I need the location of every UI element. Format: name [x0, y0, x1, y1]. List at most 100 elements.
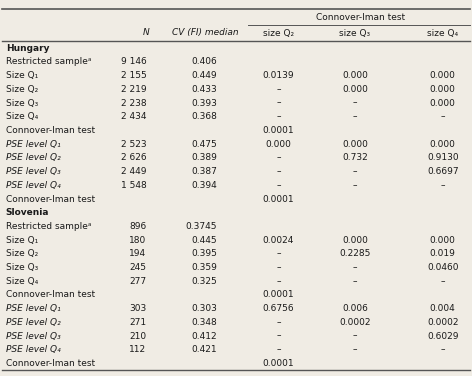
Text: PSE level Q₁: PSE level Q₁ — [6, 139, 60, 149]
Text: –: – — [276, 345, 281, 354]
Text: 0.0460: 0.0460 — [427, 263, 458, 272]
Text: 0.387: 0.387 — [191, 167, 217, 176]
Text: PSE level Q₄: PSE level Q₄ — [6, 181, 60, 190]
Text: –: – — [353, 345, 357, 354]
Text: Restricted sampleᵃ: Restricted sampleᵃ — [6, 222, 91, 231]
Text: Hungary: Hungary — [6, 44, 49, 53]
Text: 0.0001: 0.0001 — [262, 291, 295, 299]
Text: Connover-Iman test: Connover-Iman test — [6, 126, 95, 135]
Text: 0.0001: 0.0001 — [262, 194, 295, 203]
Text: Size Q₂: Size Q₂ — [6, 249, 38, 258]
Text: 0.000: 0.000 — [342, 236, 368, 245]
Text: PSE level Q₂: PSE level Q₂ — [6, 153, 60, 162]
Text: 194: 194 — [129, 249, 146, 258]
Text: Slovenia: Slovenia — [6, 208, 49, 217]
Text: PSE level Q₁: PSE level Q₁ — [6, 304, 60, 313]
Text: 303: 303 — [129, 304, 146, 313]
Text: 0.000: 0.000 — [430, 236, 455, 245]
Text: Size Q₃: Size Q₃ — [6, 99, 38, 108]
Text: 0.421: 0.421 — [192, 345, 217, 354]
Text: PSE level Q₂: PSE level Q₂ — [6, 318, 60, 327]
Text: 0.303: 0.303 — [191, 304, 217, 313]
Text: 0.389: 0.389 — [191, 153, 217, 162]
Text: 0.393: 0.393 — [191, 99, 217, 108]
Text: 0.475: 0.475 — [191, 139, 217, 149]
Text: 0.732: 0.732 — [342, 153, 368, 162]
Text: 0.000: 0.000 — [266, 139, 291, 149]
Text: PSE level Q₃: PSE level Q₃ — [6, 167, 60, 176]
Text: 2 523: 2 523 — [121, 139, 146, 149]
Text: 0.0002: 0.0002 — [427, 318, 458, 327]
Text: –: – — [276, 277, 281, 286]
Text: 0.000: 0.000 — [430, 99, 455, 108]
Text: 0.0002: 0.0002 — [339, 318, 371, 327]
Text: 210: 210 — [129, 332, 146, 341]
Text: 0.0001: 0.0001 — [262, 126, 295, 135]
Text: 180: 180 — [129, 236, 146, 245]
Text: 0.000: 0.000 — [430, 71, 455, 80]
Text: –: – — [353, 99, 357, 108]
Text: 0.406: 0.406 — [191, 58, 217, 67]
Text: –: – — [276, 99, 281, 108]
Text: 2 219: 2 219 — [121, 85, 146, 94]
Text: 0.9130: 0.9130 — [427, 153, 459, 162]
Text: Connover-Iman test: Connover-Iman test — [6, 359, 95, 368]
Text: PSE level Q₄: PSE level Q₄ — [6, 345, 60, 354]
Text: Size Q₁: Size Q₁ — [6, 236, 38, 245]
Text: N: N — [143, 28, 150, 37]
Text: –: – — [353, 181, 357, 190]
Text: –: – — [276, 332, 281, 341]
Text: 0.412: 0.412 — [192, 332, 217, 341]
Text: –: – — [276, 263, 281, 272]
Text: 0.3745: 0.3745 — [185, 222, 217, 231]
Text: –: – — [353, 112, 357, 121]
Text: 0.359: 0.359 — [191, 263, 217, 272]
Text: 2 434: 2 434 — [121, 112, 146, 121]
Text: –: – — [353, 167, 357, 176]
Text: –: – — [353, 263, 357, 272]
Text: size Q₃: size Q₃ — [339, 29, 371, 38]
Text: 0.019: 0.019 — [430, 249, 455, 258]
Text: Size Q₁: Size Q₁ — [6, 71, 38, 80]
Text: 0.0024: 0.0024 — [263, 236, 294, 245]
Text: Size Q₃: Size Q₃ — [6, 263, 38, 272]
Text: –: – — [276, 167, 281, 176]
Text: 0.004: 0.004 — [430, 304, 455, 313]
Text: 0.395: 0.395 — [191, 249, 217, 258]
Text: –: – — [276, 181, 281, 190]
Text: 0.445: 0.445 — [192, 236, 217, 245]
Text: –: – — [440, 345, 445, 354]
Text: size Q₄: size Q₄ — [427, 29, 458, 38]
Text: 112: 112 — [129, 345, 146, 354]
Text: 0.0001: 0.0001 — [262, 359, 295, 368]
Text: –: – — [440, 277, 445, 286]
Text: 2 449: 2 449 — [121, 167, 146, 176]
Text: 0.6029: 0.6029 — [427, 332, 458, 341]
Text: CV (FI) median: CV (FI) median — [172, 28, 239, 37]
Text: 0.000: 0.000 — [430, 85, 455, 94]
Text: 2 626: 2 626 — [121, 153, 146, 162]
Text: 896: 896 — [129, 222, 146, 231]
Text: 277: 277 — [129, 277, 146, 286]
Text: Connover-Iman test: Connover-Iman test — [316, 13, 405, 22]
Text: 0.325: 0.325 — [191, 277, 217, 286]
Text: –: – — [440, 181, 445, 190]
Text: Connover-Iman test: Connover-Iman test — [6, 291, 95, 299]
Text: 0.0139: 0.0139 — [262, 71, 295, 80]
Text: 2 238: 2 238 — [121, 99, 146, 108]
Text: 0.368: 0.368 — [191, 112, 217, 121]
Text: –: – — [440, 112, 445, 121]
Text: –: – — [276, 318, 281, 327]
Text: 9 146: 9 146 — [120, 58, 146, 67]
Text: Connover-Iman test: Connover-Iman test — [6, 194, 95, 203]
Text: 0.000: 0.000 — [342, 71, 368, 80]
Text: 0.006: 0.006 — [342, 304, 368, 313]
Text: 271: 271 — [129, 318, 146, 327]
Text: –: – — [276, 112, 281, 121]
Text: 0.000: 0.000 — [342, 85, 368, 94]
Text: PSE level Q₃: PSE level Q₃ — [6, 332, 60, 341]
Text: –: – — [276, 153, 281, 162]
Text: 0.433: 0.433 — [191, 85, 217, 94]
Text: 0.000: 0.000 — [342, 139, 368, 149]
Text: –: – — [353, 277, 357, 286]
